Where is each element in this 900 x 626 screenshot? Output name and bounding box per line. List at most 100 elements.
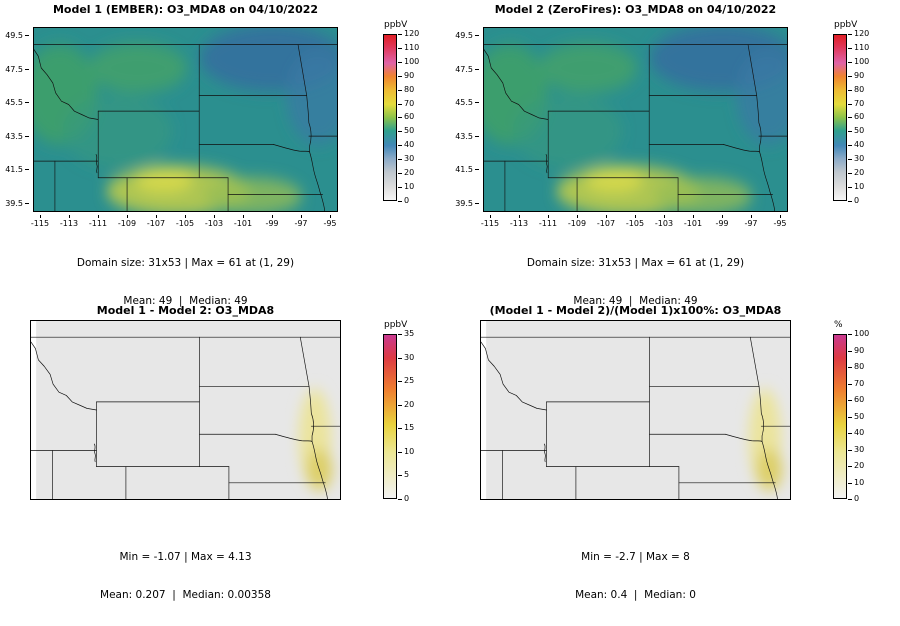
lat-tick-label: 43.5 — [455, 132, 479, 141]
lon-tick-label: -99 — [258, 215, 286, 228]
lon-tick-label: -107 — [142, 215, 170, 228]
colorbar-tick-label: 120 — [398, 30, 419, 38]
colorbar: ppbV 35 30 25 20 15 10 5 0 — [383, 320, 414, 503]
colorbar: ppbV 120 110 100 90 80 70 60 50 40 30 20 10 0 — [383, 20, 419, 205]
colorbar-gradient — [833, 334, 847, 499]
colorbar-tick-labels: 120 110 100 90 80 70 60 50 40 30 20 10 0 — [398, 30, 419, 205]
colorbar-tick-label: 100 — [848, 330, 869, 338]
colorbar-unit-label: ppbV — [384, 20, 408, 30]
state-map-svg — [481, 321, 790, 499]
lon-tick-label: -101 — [229, 215, 257, 228]
colorbar-tick-label: 25 — [398, 377, 414, 385]
lon-tick-label: -95 — [766, 215, 794, 228]
colorbar-tick-labels: 35 30 25 20 15 10 5 0 — [398, 330, 414, 503]
colorbar: % 100 90 80 70 60 50 40 30 20 10 0 — [833, 320, 869, 503]
lon-tick-label: -107 — [592, 215, 620, 228]
lat-tick-label: 43.5 — [5, 132, 29, 141]
colorbar-tick-label: 20 — [398, 169, 419, 177]
colorbar-tick-label: 80 — [848, 363, 869, 371]
state-map-svg — [31, 321, 340, 499]
colorbar-tick-label: 10 — [848, 478, 869, 487]
colorbar-tick-label: 60 — [848, 396, 869, 404]
colorbar: ppbV 120 110 100 90 80 70 60 50 40 30 20 10 0 — [833, 20, 869, 205]
lat-axis: 49.5 47.5 45.5 43.5 41.5 39.5 — [450, 31, 479, 208]
lat-tick-label: 41.5 — [5, 165, 29, 174]
colorbar-tick-labels: 120 110 100 90 80 70 60 50 40 30 20 10 0 — [848, 30, 869, 205]
lon-tick-label: -109 — [113, 215, 141, 228]
panel-title: (Model 1 - Model 2)/(Model 1)x100%: O3_M… — [489, 304, 782, 317]
map-percent-difference — [480, 320, 791, 500]
colorbar-gradient — [383, 34, 397, 201]
colorbar-unit-label: ppbV — [384, 320, 408, 330]
lon-tick-label: -101 — [679, 215, 707, 228]
colorbar-tick-label: 80 — [848, 85, 869, 94]
colorbar-tick-label: 90 — [848, 71, 869, 80]
panel-percent-difference: (Model 1 - Model 2)/(Model 1)x100%: O3_M… — [450, 298, 900, 601]
stats-block: Min = -1.07 | Max = 4.13 Mean: 0.207 | M… — [30, 526, 341, 626]
colorbar-unit-label: ppbV — [834, 20, 858, 30]
colorbar-tick-label: 20 — [398, 400, 414, 409]
colorbar-tick-label: 90 — [398, 71, 419, 80]
lat-tick-label: 47.5 — [5, 65, 29, 74]
lon-axis: -115 -113 -111 -109 -107 -105 -103 -101 -99 -97 -9… — [26, 215, 344, 228]
lat-tick-label: 45.5 — [5, 98, 29, 107]
lat-tick-label: 39.5 — [455, 199, 479, 208]
lon-tick-label: -113 — [55, 215, 83, 228]
stats-block: Min = -2.7 | Max = 8 Mean: 0.4 | Median:… — [480, 526, 791, 626]
stats-line2: Mean: 0.4 | Median: 0 — [575, 588, 696, 601]
colorbar-tick-label: 70 — [848, 379, 869, 388]
colorbar-tick-label: 60 — [398, 113, 419, 121]
colorbar-unit-label: % — [834, 320, 843, 330]
lon-tick-label: -115 — [26, 215, 54, 228]
lat-tick-label: 49.5 — [5, 31, 29, 40]
stats-line2: Mean: 0.207 | Median: 0.00358 — [100, 588, 271, 601]
colorbar-tick-label: 80 — [398, 85, 419, 94]
colorbar-gradient — [833, 34, 847, 201]
stats-block: Domain size: 31x53 | Max = 61 at (1, 29)… — [33, 232, 338, 332]
colorbar-tick-label: 50 — [398, 127, 419, 135]
lon-tick-label: -113 — [505, 215, 533, 228]
lon-axis: -115 -113 -111 -109 -107 -105 -103 -101 -99 -97 -9… — [476, 215, 794, 228]
lon-tick-label: -111 — [84, 215, 112, 228]
stats-line2: Mean: 49 | Median: 49 — [573, 294, 698, 307]
colorbar-tick-label: 110 — [848, 43, 869, 52]
panel-difference: Model 1 - Model 2: O3_MDA8 Min = -1.07 |… — [0, 298, 450, 601]
colorbar-gradient — [383, 334, 397, 499]
lon-tick-label: -103 — [200, 215, 228, 228]
lat-tick-label: 41.5 — [455, 165, 479, 174]
colorbar-tick-label: 100 — [398, 57, 419, 66]
panel-title: Model 2 (ZeroFires): O3_MDA8 on 04/10/20… — [494, 3, 777, 16]
colorbar-tick-label: 20 — [848, 462, 869, 470]
colorbar-tick-label: 10 — [398, 447, 414, 456]
lat-tick-label: 47.5 — [455, 65, 479, 74]
lon-tick-label: -97 — [287, 215, 315, 228]
colorbar-tick-label: 40 — [398, 141, 419, 149]
map-model2 — [483, 27, 788, 212]
colorbar-tick-label: 10 — [848, 182, 869, 191]
colorbar-tick-label: 120 — [848, 30, 869, 38]
colorbar-tick-label: 100 — [848, 57, 869, 66]
lat-axis: 49.5 47.5 45.5 43.5 41.5 39.5 — [0, 31, 29, 208]
colorbar-tick-label: 70 — [398, 99, 419, 108]
colorbar-tick-label: 20 — [848, 169, 869, 177]
lat-tick-label: 45.5 — [455, 98, 479, 107]
colorbar-tick-label: 50 — [848, 412, 869, 421]
colorbar-tick-label: 110 — [398, 43, 419, 52]
state-map-svg — [484, 28, 787, 211]
lon-tick-label: -105 — [171, 215, 199, 228]
colorbar-tick-label: 30 — [848, 445, 869, 454]
map-difference — [30, 320, 341, 500]
stats-line1: Min = -2.7 | Max = 8 — [581, 551, 690, 563]
colorbar-tick-label: 0 — [398, 494, 414, 503]
colorbar-tick-label: 30 — [848, 155, 869, 163]
colorbar-tick-label: 0 — [848, 495, 869, 503]
stats-line1: Domain size: 31x53 | Max = 61 at (1, 29) — [526, 257, 745, 269]
panel-model2: Model 2 (ZeroFires): O3_MDA8 on 04/10/20… — [450, 0, 900, 307]
stats-line2: Mean: 49 | Median: 49 — [123, 294, 248, 307]
lon-tick-label: -105 — [621, 215, 649, 228]
stats-line1: Min = -1.07 | Max = 4.13 — [119, 551, 252, 563]
colorbar-tick-label: 40 — [848, 141, 869, 149]
lat-tick-label: 39.5 — [5, 199, 29, 208]
colorbar-tick-label: 10 — [398, 182, 419, 191]
lon-tick-label: -95 — [316, 215, 344, 228]
